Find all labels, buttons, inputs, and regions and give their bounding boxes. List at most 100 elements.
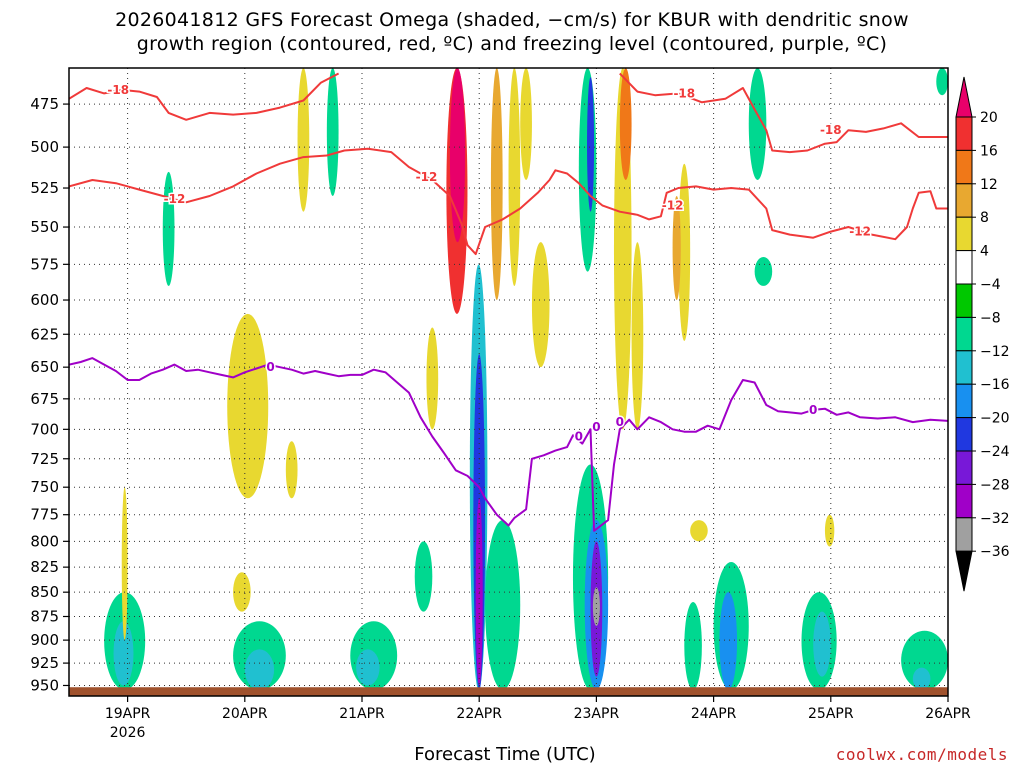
x-tick-label: 21APR xyxy=(339,706,385,722)
colorbar-swatch xyxy=(955,216,973,252)
x-tick-label: 23APR xyxy=(574,706,620,722)
freezing-level-contour xyxy=(69,357,948,532)
contour-label: 0 xyxy=(809,403,817,417)
omega-shade xyxy=(619,68,632,181)
contour-label: -12 xyxy=(662,198,684,212)
y-tick-label: 775 xyxy=(30,506,59,524)
omega-shade xyxy=(754,257,773,286)
y-tick-label: 925 xyxy=(30,654,59,672)
colorbar-swatch xyxy=(955,383,973,419)
chart-title: 2026041812 GFS Forecast Omega (shaded, −… xyxy=(0,8,1024,56)
contour-label: 0 xyxy=(266,360,274,374)
colorbar-label: −12 xyxy=(980,344,1010,360)
y-tick-label: 600 xyxy=(30,291,59,309)
omega-shade xyxy=(901,630,948,690)
contour-label: -12 xyxy=(849,225,871,239)
colorbar-label: −36 xyxy=(980,544,1010,560)
omega-shade xyxy=(121,487,128,641)
x-axis-title: Forecast Time (UTC) xyxy=(414,744,596,765)
y-tick-label: 575 xyxy=(30,255,59,273)
colorbar-swatch xyxy=(955,149,973,185)
contour-label: -18 xyxy=(673,86,695,100)
y-tick-label: 725 xyxy=(30,450,59,468)
omega-shade xyxy=(227,313,269,499)
omega-shade xyxy=(631,242,644,430)
colorbar-label: −16 xyxy=(980,377,1010,393)
omega-shade xyxy=(678,163,691,341)
x-tick-label: 25APR xyxy=(808,706,854,722)
colorbar-swatch xyxy=(955,483,973,519)
colorbar-swatch xyxy=(955,417,973,452)
omega-shade xyxy=(485,520,521,690)
contour-label: -18 xyxy=(820,123,842,137)
colorbar-label: −20 xyxy=(980,411,1010,427)
colorbar-swatch xyxy=(955,116,973,151)
contour-label: 0 xyxy=(592,420,600,434)
y-tick-label: 900 xyxy=(30,631,59,649)
colorbar-label: −4 xyxy=(980,277,1001,293)
omega-shade xyxy=(297,68,310,212)
credit-link[interactable]: coolwx.com/models xyxy=(835,745,1008,764)
colorbar-label: 12 xyxy=(980,177,998,193)
colorbar-label: 16 xyxy=(980,143,998,159)
colorbar-label: 4 xyxy=(980,244,989,260)
x-year-label: 2026 xyxy=(110,725,146,741)
y-tick-label: 550 xyxy=(30,218,59,236)
omega-shade xyxy=(113,621,134,686)
colorbar-top-arrow xyxy=(955,76,973,118)
omega-shade xyxy=(233,572,251,612)
x-tick-label: 22APR xyxy=(456,706,502,722)
y-tick-label: 875 xyxy=(30,607,59,625)
colorbar-label: −28 xyxy=(980,477,1010,493)
omega-shade xyxy=(912,667,931,690)
omega-shade xyxy=(813,611,831,677)
y-tick-label: 475 xyxy=(30,95,59,113)
omega-shade xyxy=(356,649,380,686)
dgz-minus18-contour xyxy=(619,72,948,154)
omega-shade xyxy=(719,592,738,690)
colorbar-swatch xyxy=(955,350,973,385)
omega-shade xyxy=(490,68,503,301)
x-tick-label: 20APR xyxy=(222,706,268,722)
colorbar-swatch xyxy=(955,316,973,352)
x-tick-label: 24APR xyxy=(691,706,737,722)
y-tick-label: 675 xyxy=(30,390,59,408)
plot-frame xyxy=(68,67,949,697)
omega-shade xyxy=(672,195,681,301)
x-tick-label: 19APR xyxy=(105,706,151,722)
y-tick-label: 950 xyxy=(30,676,59,694)
y-tick-label: 650 xyxy=(30,358,59,376)
omega-shade xyxy=(449,68,466,243)
colorbar-label: −24 xyxy=(980,444,1010,460)
omega-shade xyxy=(690,520,708,542)
contour-label: -18 xyxy=(107,83,129,97)
omega-shade xyxy=(326,68,339,196)
colorbar-swatch xyxy=(955,517,973,552)
colorbar-label: −8 xyxy=(980,310,1001,326)
omega-shade xyxy=(414,541,433,612)
colorbar-swatch xyxy=(955,283,973,318)
y-tick-label: 750 xyxy=(30,478,59,496)
colorbar-swatch xyxy=(955,183,973,218)
contour-label: 0 xyxy=(575,429,583,443)
omega-shade xyxy=(162,171,175,286)
omega-shade xyxy=(508,68,521,286)
surface-terrain xyxy=(69,687,948,696)
colorbar-swatch xyxy=(955,250,973,285)
dgz-minus12-contour xyxy=(69,147,948,256)
colorbar-label: 20 xyxy=(980,110,998,126)
omega-shade xyxy=(531,242,550,368)
omega-shade xyxy=(426,327,439,430)
y-tick-label: 625 xyxy=(30,325,59,343)
contour-label: -12 xyxy=(416,170,438,184)
dgz-minus18-contour xyxy=(69,72,340,121)
contour-label: -12 xyxy=(164,192,186,206)
x-tick-label: 26APR xyxy=(925,706,971,722)
y-tick-label: 850 xyxy=(30,583,59,601)
omega-shade xyxy=(285,441,298,499)
y-tick-label: 825 xyxy=(30,558,59,576)
omega-shade xyxy=(587,77,595,212)
colorbar-swatch xyxy=(955,450,973,485)
